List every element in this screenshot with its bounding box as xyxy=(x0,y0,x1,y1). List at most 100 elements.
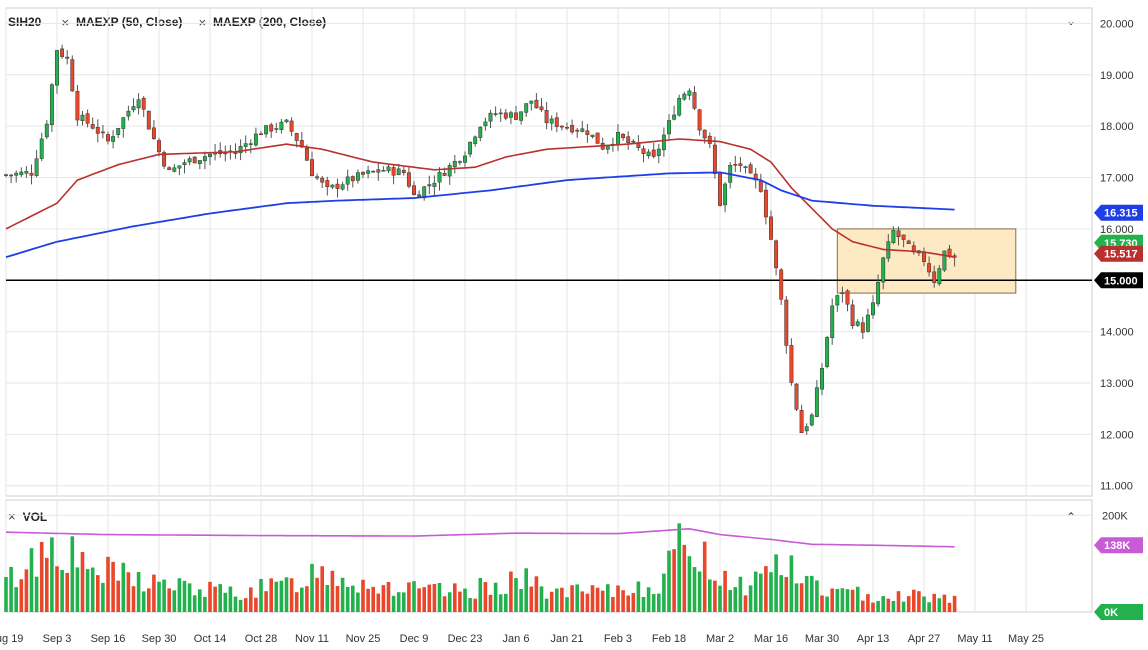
candle-body xyxy=(80,114,85,122)
volume-bar xyxy=(70,536,75,612)
candle-body xyxy=(151,127,156,139)
candle-body xyxy=(641,148,646,154)
volume-bar xyxy=(498,594,503,612)
volume-bar xyxy=(774,554,778,612)
volume-bar xyxy=(361,579,365,612)
date-tick-label: Oct 14 xyxy=(194,633,226,645)
volume-bar xyxy=(167,588,171,612)
volume-badge: 0K xyxy=(1094,604,1143,620)
volume-bar xyxy=(259,578,263,612)
candle-body xyxy=(799,409,804,433)
date-tick-label: Jan 6 xyxy=(503,633,530,645)
ma200-line xyxy=(5,171,955,258)
volume-bar xyxy=(585,593,590,612)
consolidation-rectangle xyxy=(836,228,1017,294)
volume-bar xyxy=(702,541,707,612)
candle-body xyxy=(539,106,544,111)
badge-shape xyxy=(1094,204,1143,221)
volume-bar xyxy=(182,580,187,612)
candle-body xyxy=(9,174,14,177)
volume-bar xyxy=(820,595,824,612)
candle-body xyxy=(396,168,401,176)
close-icon[interactable]: × xyxy=(198,14,207,30)
candle-body xyxy=(335,183,340,189)
volume-bar xyxy=(396,592,401,612)
volume-bar xyxy=(208,581,212,612)
volume-bar xyxy=(422,587,426,612)
volume-bar xyxy=(75,567,80,612)
volume-bar xyxy=(330,570,335,612)
candle-body xyxy=(661,134,666,151)
candle-body xyxy=(677,97,682,116)
date-tick-label: Apr 13 xyxy=(857,633,889,645)
price-tick-label: 20.000 xyxy=(1100,18,1134,30)
candle-body xyxy=(279,121,284,131)
consolidation-box xyxy=(6,228,1092,294)
volume-bar xyxy=(376,593,381,612)
volume-bar xyxy=(264,591,268,612)
volume-bar xyxy=(575,584,579,612)
badge-label: 16.315 xyxy=(1104,208,1138,220)
volume-bars xyxy=(4,523,957,612)
candle-body xyxy=(473,136,478,144)
volume-bar xyxy=(667,550,671,612)
volume-bar xyxy=(371,586,375,612)
ma50-legend-item[interactable]: × MAEXP (50, Close) xyxy=(61,15,182,30)
volume-bar xyxy=(279,580,284,612)
price-badge: 15.000 xyxy=(1094,272,1143,289)
date-tick-label: Oct 28 xyxy=(245,633,277,645)
volume-bar xyxy=(662,573,666,612)
volume-bar xyxy=(871,602,875,612)
candle-body xyxy=(881,257,886,283)
volume-bar xyxy=(218,584,222,612)
volume-bar xyxy=(320,566,324,612)
candle-body xyxy=(19,171,24,176)
candle-body xyxy=(376,169,381,173)
volume-bar xyxy=(600,590,605,612)
volume-bar xyxy=(106,556,110,612)
candle-body xyxy=(651,149,656,157)
candle-body xyxy=(44,123,49,138)
chevron-down-icon[interactable]: ⌄ xyxy=(1066,14,1077,28)
volume-bar xyxy=(289,578,294,612)
volume-bar xyxy=(116,580,120,612)
ma200-label: MAEXP (200, Close) xyxy=(213,15,327,29)
candle-body xyxy=(865,314,870,332)
candle-body xyxy=(34,158,39,176)
date-tick-label: May 11 xyxy=(957,633,992,645)
candle-body xyxy=(264,125,269,135)
candle-body xyxy=(437,172,442,183)
close-icon[interactable]: × xyxy=(8,509,16,524)
candle-body xyxy=(927,263,932,273)
volume-bar xyxy=(19,579,24,612)
candle-body xyxy=(116,128,121,135)
candle-body xyxy=(809,414,814,426)
candle-body xyxy=(39,138,44,159)
candle-body xyxy=(345,176,350,185)
candle-body xyxy=(136,99,141,109)
candle-body xyxy=(243,143,248,147)
candle-body xyxy=(779,269,784,300)
volume-bar xyxy=(447,592,452,612)
volume-bar xyxy=(366,588,370,612)
candle-body xyxy=(381,170,386,172)
candle-body xyxy=(126,110,131,117)
ma200-legend-item[interactable]: × MAEXP (200, Close) xyxy=(198,15,326,30)
candle-body xyxy=(442,172,447,176)
volume-bar xyxy=(524,568,528,612)
chevron-up-icon[interactable]: ⌃ xyxy=(1066,510,1077,524)
volume-bar xyxy=(646,587,651,612)
price-tick-label: 19.000 xyxy=(1100,70,1134,82)
close-icon[interactable]: × xyxy=(61,14,69,30)
volume-bar xyxy=(942,594,947,612)
candle-body xyxy=(860,322,865,333)
volume-bar xyxy=(866,594,870,612)
volume-bar xyxy=(315,577,319,612)
volume-bar xyxy=(743,595,748,612)
date-tick-label: Dec 23 xyxy=(448,633,483,645)
candle-body xyxy=(177,165,182,169)
candle-body xyxy=(590,134,595,137)
volume-bar xyxy=(478,578,483,612)
volume-bar xyxy=(284,577,289,612)
